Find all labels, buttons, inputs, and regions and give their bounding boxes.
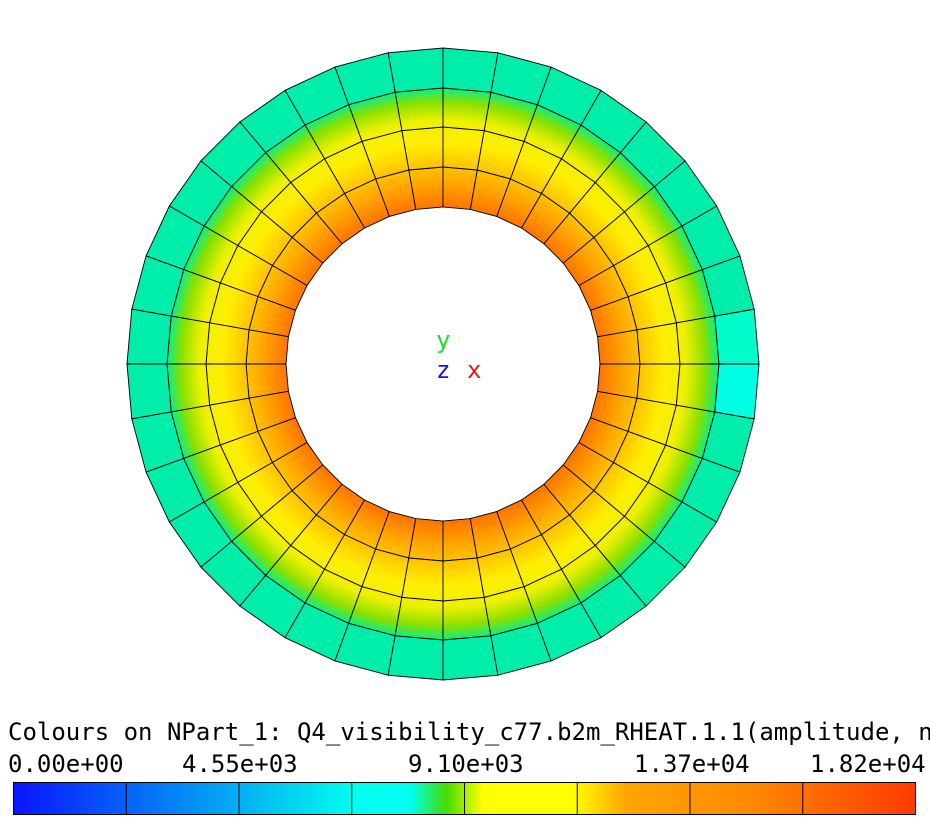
mesh-element — [442, 635, 499, 681]
mesh-element — [401, 557, 444, 602]
annulus-mesh[interactable] — [126, 47, 760, 681]
mesh-element — [387, 635, 444, 681]
legend-tick-3: 1.37e+04 — [634, 750, 750, 778]
axis-x-label: x — [467, 356, 481, 384]
mesh-element — [442, 126, 485, 171]
mesh-element — [675, 363, 720, 413]
mesh-element — [714, 308, 760, 365]
legend-tick-0: 0.00e+00 — [8, 750, 124, 778]
axis-z-label: z — [436, 356, 450, 384]
mesh-element — [636, 363, 681, 406]
mesh-element — [442, 596, 492, 641]
mesh-element — [675, 315, 720, 365]
mesh-element — [442, 87, 492, 132]
mesh-element — [442, 47, 499, 93]
mesh-element — [394, 596, 444, 641]
mesh-element — [126, 308, 172, 365]
mesh-element — [714, 363, 760, 420]
mesh-element — [387, 47, 444, 93]
mesh-element — [166, 363, 211, 413]
model-viewport[interactable]: y z x — [0, 0, 930, 700]
mesh-element — [126, 363, 172, 420]
legend-tick-2: 9.10e+03 — [408, 750, 524, 778]
axis-y-label: y — [436, 326, 450, 354]
colorbar — [13, 782, 916, 815]
legend-tick-1: 4.55e+03 — [182, 750, 298, 778]
legend-title: Colours on NPart_1: Q4_visibility_c77.b2… — [8, 718, 930, 746]
mesh-element — [205, 322, 250, 365]
colorbar-dividers — [125, 782, 804, 815]
mesh-element — [394, 87, 444, 132]
axis-triad: y z x — [436, 326, 481, 384]
mesh-element — [166, 315, 211, 365]
legend-tick-4: 1.82e+04 — [810, 750, 926, 778]
